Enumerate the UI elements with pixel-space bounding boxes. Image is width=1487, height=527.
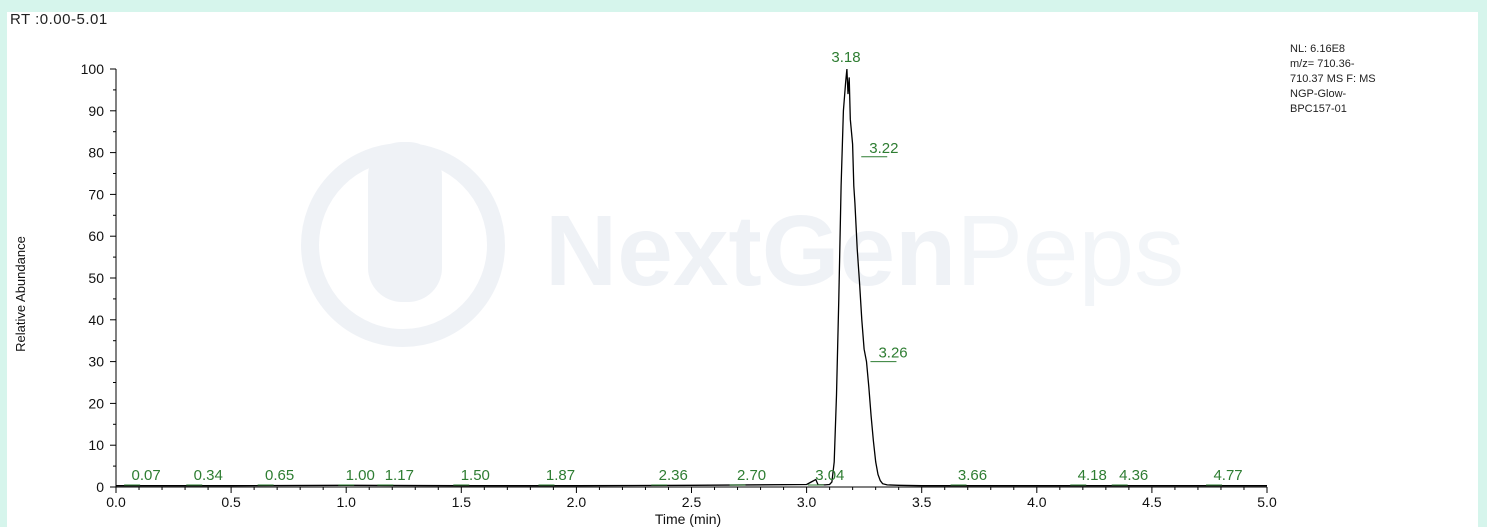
chart-frame — [7, 12, 1478, 527]
peak-label: 0.07 — [132, 467, 161, 484]
x-tick-label: 1.0 — [336, 494, 356, 510]
y-tick-label: 80 — [88, 145, 104, 161]
y-tick-label: 70 — [88, 186, 104, 202]
y-tick-label: 40 — [88, 312, 104, 328]
watermark: NextGenPeps — [301, 142, 1184, 347]
x-tick-label: 1.5 — [452, 494, 472, 510]
x-tick-label: 3.0 — [797, 494, 817, 510]
info-line: 710.37 MS F: MS — [1290, 73, 1376, 85]
peak-labels-layer: 0.07 0.34 0.65 1.00 1.17 1.50 1.87 2.36 2.70 3.04… — [124, 49, 1243, 486]
peak-label: 4.36 — [1119, 467, 1148, 484]
peak-label: 2.36 — [659, 467, 688, 484]
y-tick-label: 0 — [96, 479, 104, 495]
y-tick-label: 60 — [88, 228, 104, 244]
y-axis-title: Relative Abundance — [13, 236, 28, 352]
x-tick-label: 2.0 — [567, 494, 587, 510]
info-line: m/z= 710.36- — [1290, 58, 1355, 70]
peak-label: 1.87 — [546, 467, 575, 484]
x-tick-label: 4.5 — [1142, 494, 1162, 510]
peak-label: 3.04 — [815, 467, 844, 484]
y-tick-label: 20 — [88, 395, 104, 411]
peak-label: 4.77 — [1213, 467, 1242, 484]
info-line: NL: 6.16E8 — [1290, 43, 1346, 55]
peak-label: 3.22 — [869, 140, 898, 157]
y-tick-label: 100 — [81, 61, 105, 77]
x-tick-label: 5.0 — [1257, 494, 1277, 510]
peak-label: 0.34 — [194, 467, 223, 484]
peak-label: 3.18 — [831, 49, 860, 66]
info-line: BPC157-01 — [1290, 103, 1347, 115]
chromatogram-trace — [116, 68, 1267, 487]
watermark-text: NextGenPeps — [545, 195, 1184, 307]
acquisition-info: NL: 6.16E8 m/z= 710.36- 710.37 MS F: MS … — [1290, 42, 1376, 117]
x-tick-label: 0.5 — [221, 494, 241, 510]
peak-label: 3.66 — [958, 467, 987, 484]
peak-label: 3.26 — [878, 345, 907, 362]
peak-label: 1.17 — [385, 467, 414, 484]
peak-label: 1.00 — [346, 467, 375, 484]
x-tick-label: 3.5 — [912, 494, 932, 510]
y-tick-label: 50 — [88, 270, 104, 286]
watermark-brand-bold: NextGen — [545, 195, 956, 307]
y-tick-label: 10 — [88, 437, 104, 453]
x-tick-label: 4.0 — [1027, 494, 1047, 510]
peak-label: 0.65 — [265, 467, 294, 484]
x-tick-label: 2.5 — [682, 494, 702, 510]
x-axis-title: Time (min) — [655, 511, 721, 527]
watermark-brand-light: Peps — [956, 195, 1184, 307]
peak-label: 4.18 — [1078, 467, 1107, 484]
watermark-vial-icon — [368, 142, 442, 302]
axes: 0.0 0.5 1.0 1.5 2.0 2.5 3.0 3.5 4.0 4.5 5.0 0 10 20 30… — [81, 61, 1277, 510]
info-line: NGP-Glow- — [1290, 88, 1347, 100]
rt-range-label: RT :0.00-5.01 — [10, 11, 108, 28]
x-tick-label: 0.0 — [106, 494, 126, 510]
peak-label: 1.50 — [461, 467, 490, 484]
trace-layer — [116, 68, 1267, 487]
peak-label: 2.70 — [737, 467, 766, 484]
y-tick-label: 30 — [88, 354, 104, 370]
y-tick-label: 90 — [88, 103, 104, 119]
